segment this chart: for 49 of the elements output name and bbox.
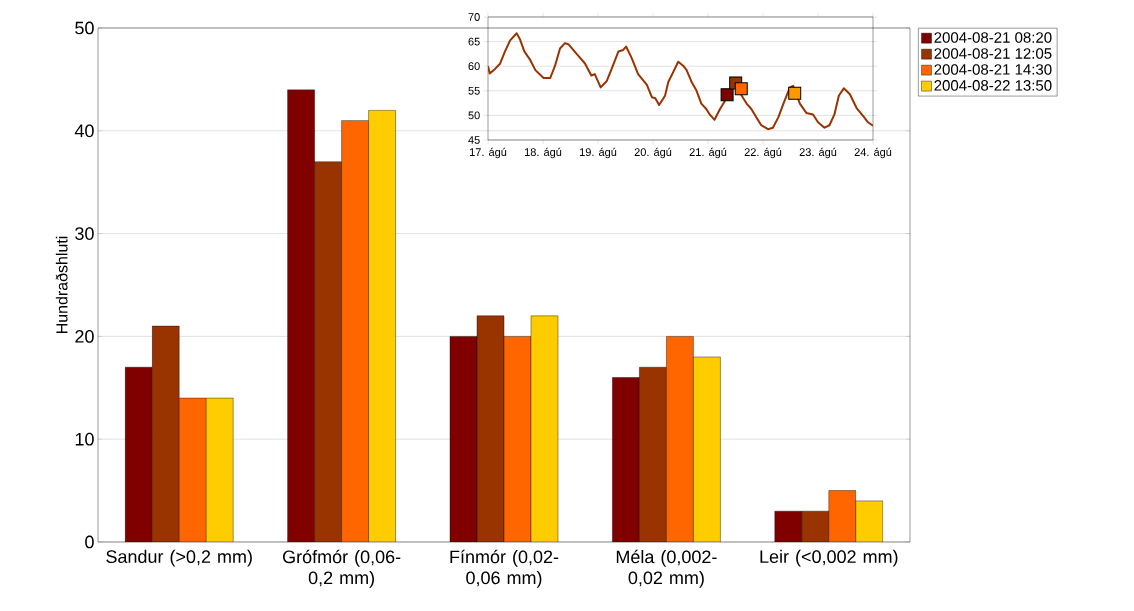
y-tick-label: 55 [468, 86, 480, 95]
bar [828, 490, 857, 542]
x-tick-label: 18. ágú [524, 147, 562, 159]
x-tick-label: 23. ágú [799, 147, 837, 159]
bar [666, 336, 694, 542]
bar [314, 161, 342, 542]
x-tick-label: Leir (<0,002 mm) [760, 549, 898, 567]
y-tick-label: 60 [468, 62, 480, 71]
point [734, 82, 748, 96]
x-tick-label: 20. ágú [634, 147, 672, 159]
bar [179, 397, 207, 542]
bar [287, 89, 315, 542]
legend-label: 2004-08-21 14:30 [934, 64, 1052, 75]
y-tick-label: 70 [468, 13, 480, 21]
y-tick-label: 65 [468, 37, 480, 46]
bar [774, 510, 803, 542]
x-tick-label: 24. ágú [854, 147, 892, 159]
y-axis-title: Hundraðshluti [55, 236, 68, 334]
bar [152, 325, 180, 542]
x-tick-label: Méla (0,002-0,02 mm) [616, 549, 717, 588]
bar [449, 336, 478, 542]
legend-label: 2004-08-22 13:50 [934, 80, 1052, 91]
point [788, 86, 802, 100]
x-tick-label: Grófmór (0,06-0,2 mm) [283, 549, 401, 588]
y-tick-label: 0 [85, 535, 94, 549]
legend-label: 2004-08-21 08:20 [934, 32, 1052, 43]
y-tick-label: 45 [468, 136, 480, 144]
point [720, 88, 734, 102]
y-tick-label: 50 [75, 21, 94, 35]
x-tick-label: 22. ágú [744, 147, 782, 159]
bar [125, 367, 153, 542]
line-series [488, 32, 873, 131]
y-tick-label: 20 [75, 330, 94, 343]
x-tick-label: 21. ágú [689, 147, 727, 159]
y-tick-label: 30 [75, 227, 94, 240]
y-tick-label: 40 [74, 124, 94, 138]
bar [801, 510, 830, 542]
x-tick-label: Fínmór (0,02-0,06 mm) [450, 549, 559, 588]
bar [639, 367, 667, 542]
bar [612, 377, 640, 542]
x-tick-label: Sandur (>0,2 mm) [106, 549, 252, 567]
x-tick-label: 19. ágú [579, 147, 617, 159]
legend-label: 2004-08-21 12:05 [934, 48, 1052, 59]
x-tick-label: 17. ágú [469, 147, 507, 159]
y-tick-label: 10 [75, 432, 94, 446]
bar [503, 336, 532, 542]
bar [341, 120, 369, 542]
y-tick-label: 50 [468, 111, 480, 120]
bar [476, 315, 505, 542]
